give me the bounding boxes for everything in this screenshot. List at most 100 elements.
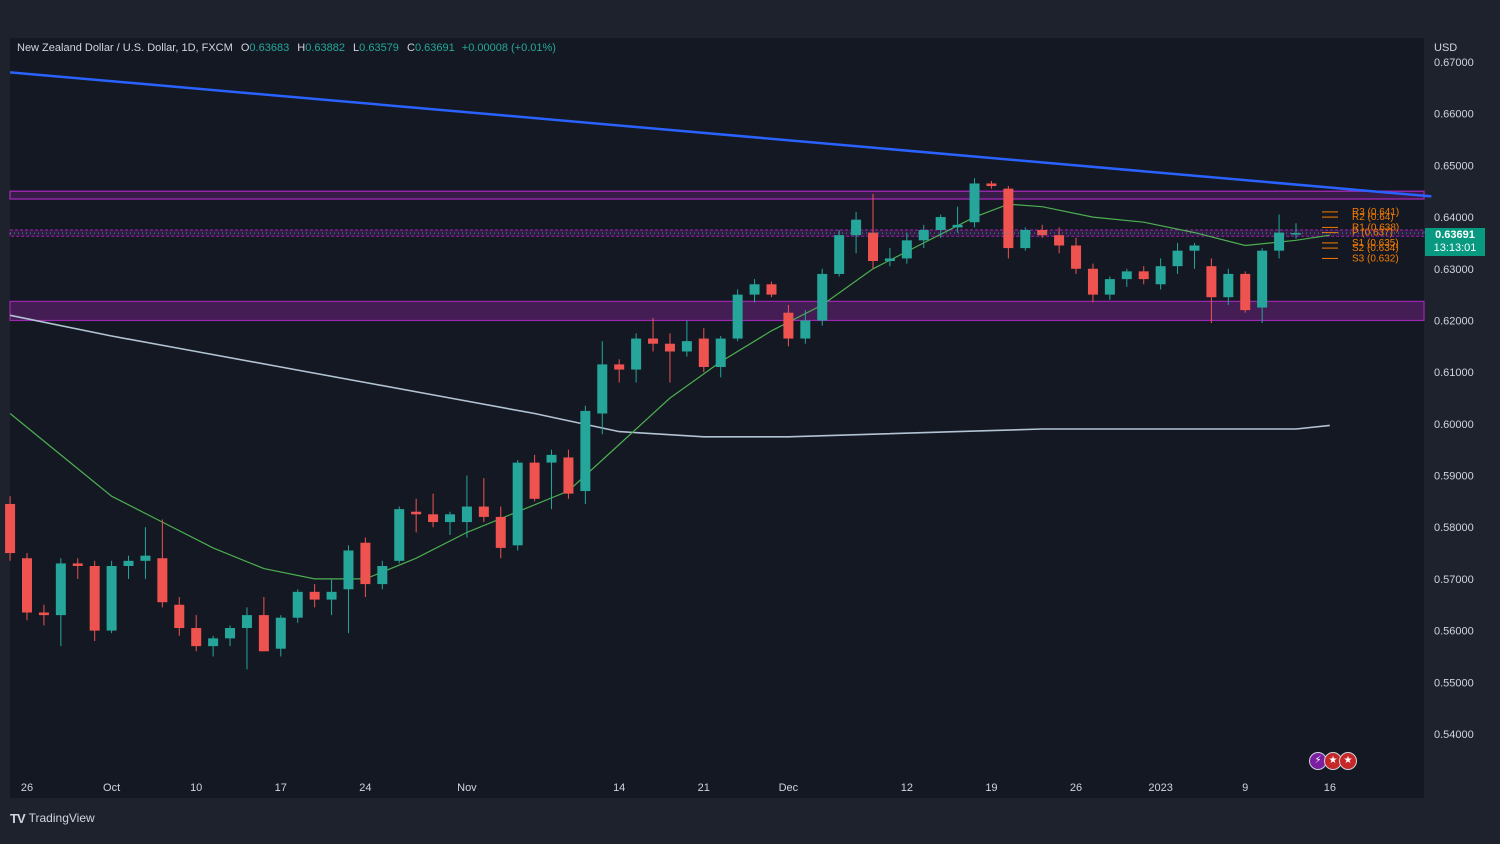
candle (360, 537, 371, 598)
y-tick-label: 0.56000 (1434, 626, 1474, 638)
candle-body (648, 338, 659, 344)
us-flag-icon[interactable]: ★ (1324, 752, 1342, 770)
us-flag-icon[interactable]: ★ (1339, 752, 1357, 770)
candle (275, 615, 286, 657)
candle-body (360, 542, 371, 585)
x-tick-label: 16 (1324, 782, 1336, 794)
candle (681, 320, 692, 357)
candle-body (901, 240, 912, 259)
pivot-level-label: S1 (0.635) (1352, 238, 1399, 249)
candle (648, 317, 659, 352)
candle-body (461, 506, 472, 523)
tradingview-logo[interactable]: TV TradingView (10, 809, 95, 827)
candle (529, 454, 540, 502)
candle (1071, 237, 1082, 274)
candle-body (157, 558, 168, 603)
candle-body (275, 617, 286, 649)
candle (952, 206, 963, 233)
candle (495, 506, 506, 559)
y-tick-label: 0.57000 (1434, 574, 1474, 586)
descending-trendline (9, 71, 1432, 198)
y-tick-label: 0.62000 (1434, 315, 1474, 327)
candle-body (918, 230, 929, 241)
candle-body (445, 514, 455, 523)
candle-body (394, 509, 405, 561)
candle-body (89, 566, 100, 631)
candle (1274, 214, 1285, 259)
candle-body (969, 183, 980, 223)
x-tick-label: 10 (190, 782, 202, 794)
x-tick-label: 9 (1242, 782, 1248, 794)
candle-body (1138, 271, 1149, 280)
x-tick-label: Dec (779, 782, 799, 794)
candle (969, 178, 980, 228)
candle-body (749, 284, 760, 295)
candle-body (715, 338, 726, 367)
candle-body (208, 638, 219, 647)
pivot-level-label: P (0.637) (1352, 228, 1393, 239)
candle-body (1240, 273, 1251, 311)
candle (72, 558, 83, 579)
candle-body (1071, 245, 1082, 269)
events-markers[interactable]: ⚡ ★ ★ (1309, 752, 1357, 770)
x-tick-label: Nov (457, 782, 477, 794)
x-tick-label: 19 (985, 782, 997, 794)
high-value: 0.63882 (305, 42, 345, 54)
candle (1087, 263, 1098, 303)
candle-body (38, 612, 49, 616)
candle-body (1291, 233, 1301, 235)
candle (1172, 242, 1183, 274)
candle (174, 597, 185, 636)
candle (749, 279, 760, 303)
candle-body (55, 563, 66, 616)
tradingview-mark-icon: TV (10, 810, 26, 826)
pivot-level-label: S3 (0.632) (1352, 253, 1399, 264)
candle-body (241, 615, 252, 629)
slow-moving-average-line (9, 314, 1330, 438)
symbol-legend[interactable]: New Zealand Dollar / U.S. Dollar, 1D, FX… (17, 42, 556, 58)
candle-body (140, 555, 151, 561)
candle (851, 211, 862, 254)
candle-body (258, 615, 269, 652)
candle-body (1020, 230, 1031, 249)
change-value: +0.00008 (+0.01%) (461, 42, 556, 54)
candle (834, 230, 845, 277)
candle-body (834, 235, 845, 274)
candle (445, 511, 455, 535)
candle-body (1274, 232, 1285, 251)
candle (1121, 268, 1132, 287)
low-label: L (353, 42, 360, 54)
candle (868, 193, 878, 269)
candle-body (225, 628, 236, 639)
pivot-level-label: R3 (0.641) (1352, 207, 1399, 218)
candle-body (22, 558, 32, 613)
candle-body (377, 566, 388, 585)
symbol-title[interactable]: New Zealand Dollar / U.S. Dollar, 1D, FX… (17, 42, 233, 54)
candle-body (529, 462, 540, 499)
plot-area (10, 38, 1424, 772)
candle (512, 460, 523, 551)
y-tick-label: 0.63000 (1434, 264, 1474, 276)
candle (1104, 276, 1115, 300)
candle (1291, 223, 1301, 239)
candle (22, 553, 32, 621)
candle-body (1121, 271, 1132, 280)
candle-body (698, 338, 709, 367)
candle-body (343, 550, 354, 590)
candle (140, 527, 151, 579)
candle (461, 475, 472, 538)
axis-currency-label[interactable]: USD (1434, 42, 1458, 54)
candle-body (766, 284, 777, 295)
candle-body (817, 273, 828, 321)
candle-body (681, 341, 692, 352)
candle-body (5, 503, 16, 554)
candle-body (1087, 268, 1098, 295)
candle-body (495, 516, 506, 548)
candle-body (732, 294, 743, 339)
resistance-zone (9, 190, 1425, 200)
candle (817, 268, 828, 326)
x-tick-label: 21 (698, 782, 710, 794)
candle-body (546, 454, 557, 463)
